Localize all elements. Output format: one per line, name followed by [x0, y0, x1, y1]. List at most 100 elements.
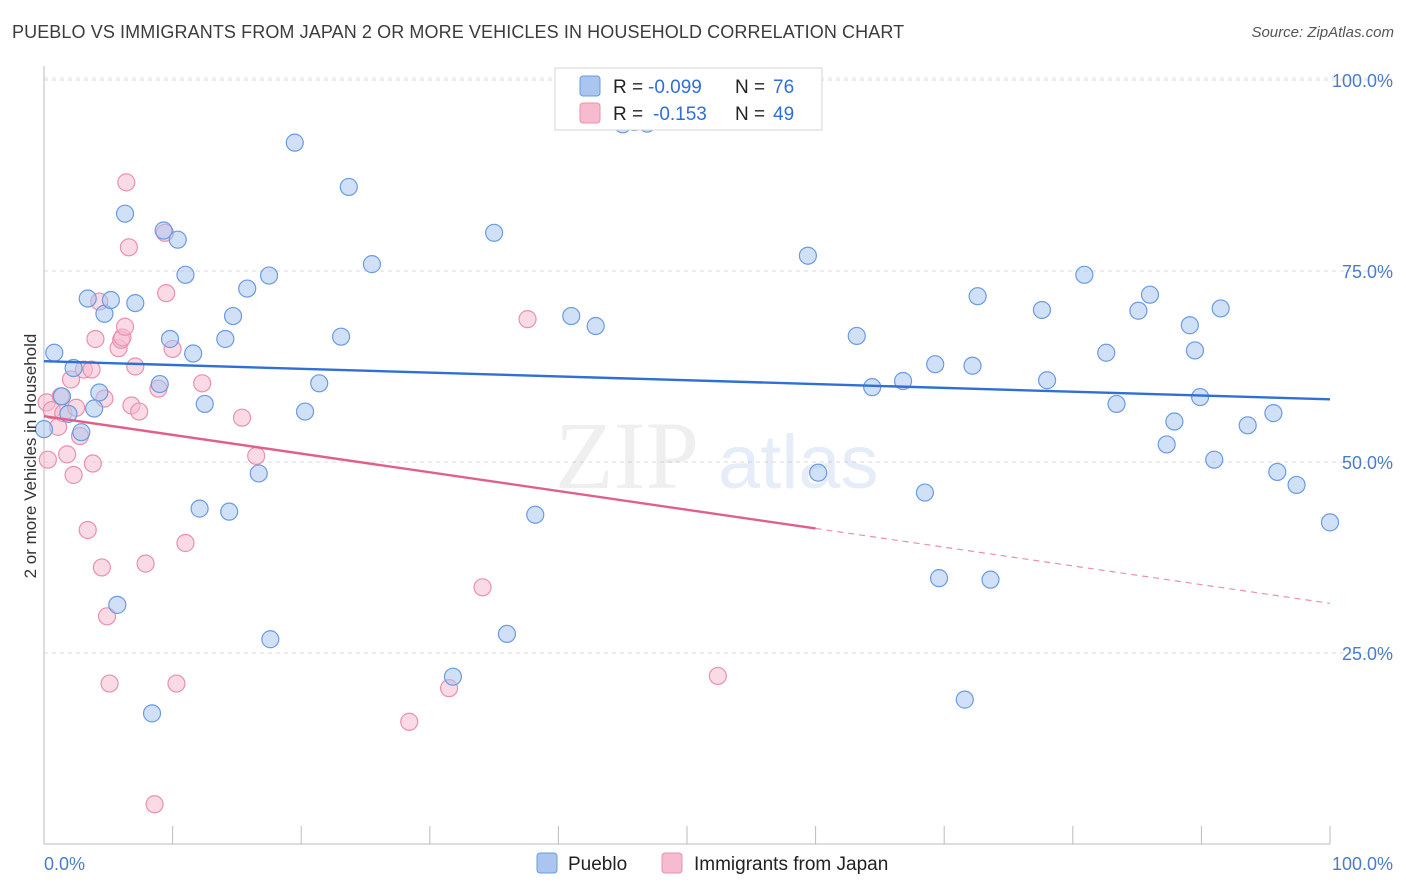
x-tick-label-max: 100.0%: [1332, 854, 1393, 874]
pueblo-point: [1140, 285, 1160, 304]
pueblo-point: [526, 505, 545, 524]
legend-swatch-japan: [579, 102, 601, 124]
japan-point: [247, 446, 266, 465]
legend-n-value-pueblo: 76: [773, 77, 794, 98]
bottom-legend-label-japan: Immigrants from Japan: [694, 854, 888, 875]
japan-point: [83, 454, 102, 473]
pueblo-point: [1157, 435, 1176, 454]
pueblo-point: [963, 356, 982, 375]
pueblo-point: [285, 133, 304, 152]
pueblo-point: [259, 266, 279, 285]
japan-point: [58, 445, 77, 464]
japan-point: [167, 674, 186, 693]
pueblo-trend-line: [43, 359, 1331, 401]
pueblo-point: [34, 420, 54, 439]
pueblo-point: [1037, 371, 1057, 390]
pueblo-point: [90, 383, 109, 402]
japan-point: [38, 450, 57, 469]
pueblo-point: [78, 289, 97, 308]
japan-point: [400, 712, 419, 731]
pueblo-point: [1097, 343, 1116, 362]
x-tick-label-min: 0.0%: [44, 854, 85, 874]
grid-lines: [44, 77, 1395, 654]
pueblo-point: [968, 287, 987, 306]
japan-point: [97, 607, 117, 626]
japan-trend-line: [43, 414, 816, 530]
pueblo-point: [261, 630, 280, 649]
tick-labels: 25.0% 50.0% 75.0% 100.0% 0.0% 100.0%: [44, 71, 1393, 874]
pueblo-point: [238, 279, 257, 298]
pueblo-point: [331, 327, 351, 346]
japan-point: [232, 408, 252, 427]
japan-point: [708, 666, 727, 686]
pueblo-point: [1075, 265, 1094, 284]
pueblo-point: [115, 204, 135, 223]
pueblo-point: [52, 387, 72, 406]
japan-point: [100, 674, 119, 693]
pueblo-point: [929, 569, 949, 588]
pueblo-point: [981, 570, 1000, 589]
pueblo-point: [562, 306, 581, 326]
pueblo-point: [85, 399, 104, 418]
legend-r-value-japan: -0.153: [653, 104, 707, 125]
pueblo-point: [195, 394, 214, 414]
japan-point: [115, 317, 135, 336]
pueblo-point: [955, 690, 974, 709]
japan-point: [136, 554, 155, 573]
pueblo-point: [154, 221, 173, 240]
pueblo-point: [142, 704, 162, 723]
pueblo-point: [893, 371, 913, 391]
legend-n-value-japan: 49: [773, 104, 794, 125]
bottom-legend-label-pueblo: Pueblo: [568, 854, 627, 875]
pueblo-point: [798, 246, 817, 265]
pueblo-point: [160, 329, 180, 349]
japan-point: [518, 310, 537, 329]
y-tick-label: 25.0%: [1342, 644, 1393, 664]
japan-point: [64, 465, 83, 485]
pueblo-point: [1264, 404, 1283, 423]
pueblo-point: [220, 502, 239, 521]
bottom-legend-swatch-pueblo: [536, 852, 558, 874]
legend-r-label-japan: R =: [613, 104, 643, 125]
pueblo-point: [310, 374, 329, 393]
legend-n-label-pueblo: N =: [735, 77, 765, 98]
pueblo-point: [64, 358, 83, 378]
pueblo-point: [1185, 341, 1205, 360]
y-tick-label: 50.0%: [1342, 453, 1393, 473]
pueblo-point: [847, 326, 866, 346]
legend-r-label-pueblo: R =: [613, 77, 643, 98]
pueblo-point: [249, 464, 268, 483]
pueblo-point: [168, 230, 187, 249]
pueblo-point: [223, 306, 243, 326]
pueblo-point: [1287, 475, 1306, 495]
pueblo-point: [1191, 387, 1210, 407]
pueblo-point: [108, 595, 127, 614]
y-tick-label: 75.0%: [1342, 262, 1393, 282]
pueblo-point: [1205, 450, 1224, 469]
pueblo-point: [497, 624, 517, 644]
zipatlas-watermark: ZIP atlas: [555, 402, 879, 509]
source-note: Source: ZipAtlas.com: [1251, 24, 1394, 41]
pueblo-point: [1165, 412, 1184, 431]
pueblo-point: [295, 402, 315, 421]
japan-point: [117, 173, 136, 192]
pueblo-point: [1238, 416, 1257, 435]
pueblo-point: [1211, 299, 1230, 318]
bottom-legend-swatch-japan: [661, 852, 683, 874]
pueblo-point: [362, 255, 382, 274]
japan-point: [145, 795, 164, 814]
pueblo-point: [45, 343, 64, 362]
top-legend: R = -0.099 N = 76 R = -0.153 N = 49: [554, 67, 823, 131]
pueblo-point: [809, 463, 828, 482]
watermark-zip: ZIP: [555, 402, 699, 509]
pueblo-point: [1107, 394, 1126, 414]
pueblo-point: [1032, 300, 1052, 320]
japan-point: [86, 329, 105, 349]
pueblo-point: [150, 374, 169, 394]
chart-title: PUEBLO VS IMMIGRANTS FROM JAPAN 2 OR MOR…: [12, 22, 905, 42]
pueblo-point: [1180, 316, 1199, 335]
pueblo-point: [176, 265, 195, 284]
japan-trend-line-extension: [815, 527, 1331, 604]
legend-swatch-pueblo: [579, 75, 601, 97]
trend-lines: [43, 359, 1331, 604]
